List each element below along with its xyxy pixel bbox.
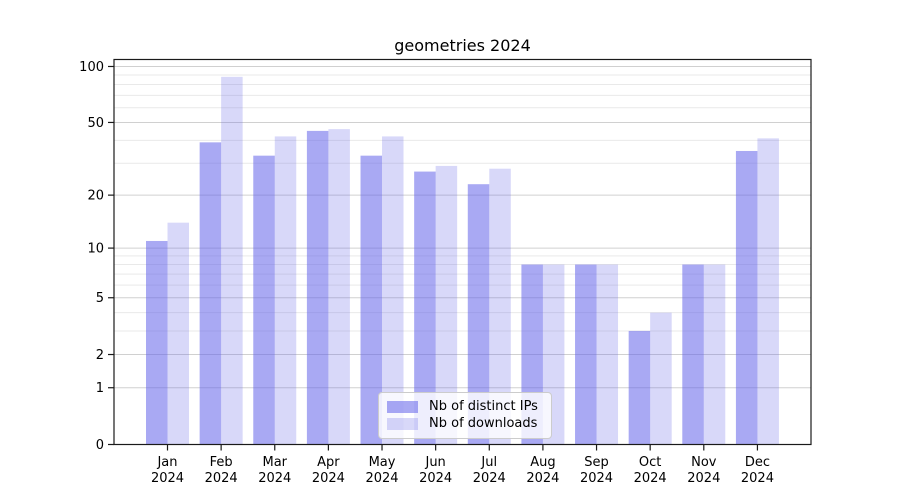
legend-item-downloads: Nb of downloads <box>387 415 543 432</box>
y-tick-label: 10 <box>87 242 104 257</box>
legend-swatch-distinct-ips-icon <box>387 400 418 413</box>
x-tick-label-month: Dec <box>745 455 770 470</box>
x-tick-label-month: Jan <box>156 455 177 470</box>
x-tick-label-year: 2024 <box>312 471 345 486</box>
bar-distinct-ips-sep <box>575 264 597 445</box>
x-tick-label-year: 2024 <box>580 471 613 486</box>
legend-label-distinct-ips: Nb of distinct IPs <box>429 399 538 414</box>
x-tick-label-year: 2024 <box>258 471 291 486</box>
bar-distinct-ips-jun <box>414 171 436 445</box>
x-tick-label-year: 2024 <box>634 471 667 486</box>
legend-swatch-downloads-icon <box>387 417 418 430</box>
x-tick-label-year: 2024 <box>365 471 398 486</box>
bar-distinct-ips-dec <box>735 150 758 445</box>
legend-label-downloads: Nb of downloads <box>429 416 538 431</box>
bar-downloads-may <box>382 136 404 445</box>
bar-distinct-ips-jul <box>467 184 490 445</box>
y-tick-label: 5 <box>96 291 104 306</box>
bar-distinct-ips-jan <box>146 240 168 445</box>
bar-downloads-feb <box>221 76 243 445</box>
bar-distinct-ips-oct <box>628 330 651 445</box>
x-tick-label-month: Nov <box>691 455 717 470</box>
x-tick-label-year: 2024 <box>526 471 559 486</box>
bar-downloads-mar <box>274 136 297 445</box>
bar-distinct-ips-nov <box>682 264 704 445</box>
y-tick-label: 20 <box>87 189 104 204</box>
bar-downloads-apr <box>328 129 350 445</box>
bar-downloads-jan <box>167 222 189 445</box>
x-tick-label-year: 2024 <box>151 471 184 486</box>
x-tick-label-month: Jun <box>424 455 445 470</box>
bar-distinct-ips-mar <box>253 155 275 445</box>
x-tick-label-year: 2024 <box>687 471 720 486</box>
bar-distinct-ips-feb <box>199 142 222 445</box>
x-tick-label-month: Aug <box>530 455 555 470</box>
y-tick-label: 100 <box>79 60 104 75</box>
x-tick-label-year: 2024 <box>473 471 506 486</box>
x-tick-label-month: Mar <box>262 455 287 470</box>
y-tick-label: 50 <box>87 116 104 131</box>
bar-distinct-ips-may <box>360 155 383 445</box>
legend: Nb of distinct IPs Nb of downloads <box>378 392 552 439</box>
y-tick-label: 0 <box>96 438 104 453</box>
chart-title: geometries 2024 <box>394 36 531 55</box>
bar-downloads-nov <box>703 264 726 445</box>
x-tick-label-year: 2024 <box>741 471 774 486</box>
y-tick-label: 1 <box>96 381 104 396</box>
bar-downloads-jul <box>489 168 511 445</box>
plot-frame <box>113 58 812 446</box>
x-tick-label-month: Sep <box>584 455 609 470</box>
x-tick-label-month: Feb <box>210 455 233 470</box>
x-tick-label-month: Jul <box>480 455 497 470</box>
bar-downloads-dec <box>757 138 779 445</box>
x-tick-label-month: Oct <box>639 455 661 470</box>
x-tick-label-year: 2024 <box>419 471 452 486</box>
bar-distinct-ips-apr <box>306 130 329 445</box>
legend-item-distinct-ips: Nb of distinct IPs <box>387 398 543 415</box>
y-tick-label: 2 <box>96 348 104 363</box>
bar-downloads-oct <box>650 312 672 445</box>
bar-downloads-jun <box>435 165 458 445</box>
bar-downloads-sep <box>596 264 619 445</box>
x-tick-label-month: May <box>369 455 396 470</box>
x-tick-label-month: Apr <box>317 455 340 470</box>
x-tick-label-year: 2024 <box>205 471 238 486</box>
